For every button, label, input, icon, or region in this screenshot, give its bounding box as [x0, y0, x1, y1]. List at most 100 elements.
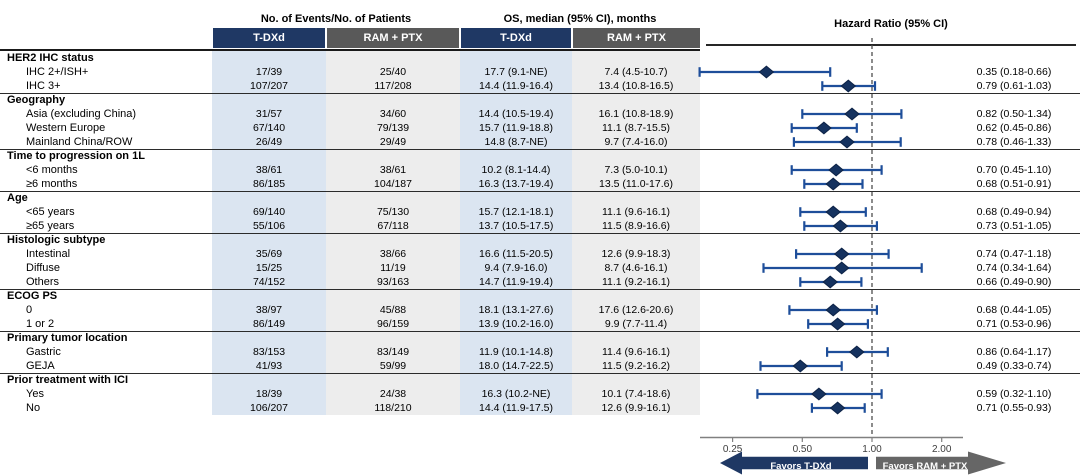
row-label: IHC 2+/ISH+ [26, 66, 89, 78]
cell-events-tdxd: 74/152 [252, 276, 286, 288]
cell-os-ram: 11.4 (9.6-16.1) [601, 346, 671, 358]
cell-os-tdxd: 15.7 (11.9-18.8) [479, 122, 553, 134]
subgroup-header-row: Geography [0, 93, 1080, 107]
cell-events-tdxd: 38/97 [255, 304, 283, 316]
cell-os-ram: 11.5 (9.2-16.2) [601, 360, 671, 372]
cell-hr-text: 0.62 (0.45-0.86) [976, 122, 1052, 134]
cell-os-ram: 11.5 (8.9-16.6) [601, 220, 671, 232]
cell-events-ram: 118/210 [374, 402, 412, 414]
cell-events-ram: 79/139 [376, 122, 410, 134]
cell-events-tdxd: 31/57 [255, 108, 283, 120]
cell-os-tdxd: 15.7 (12.1-18.1) [478, 206, 554, 218]
cell-events-tdxd: 38/61 [255, 164, 283, 176]
row-label: Asia (excluding China) [26, 108, 137, 120]
cell-events-tdxd: 86/149 [252, 318, 286, 330]
row-label: ≥6 months [26, 178, 78, 190]
cell-os-tdxd: 9.4 (7.9-16.0) [484, 262, 548, 274]
row-label: GEJA [26, 360, 55, 372]
cell-os-tdxd: 14.8 (8.7-NE) [484, 136, 548, 148]
subgroup-data-row: Gastric 83/153 83/149 11.9 (10.1-14.8) 11.4 … [0, 345, 1080, 359]
cell-os-ram: 11.1 (9.6-16.1) [601, 206, 671, 218]
subgroup-data-row: 1 or 2 86/149 96/159 13.9 (10.2-16.0) 9.9 (7… [0, 317, 1080, 332]
cell-os-ram: 13.5 (11.0-17.6) [599, 178, 673, 190]
cell-hr-text: 0.66 (0.49-0.90) [976, 276, 1052, 288]
cell-os-ram: 9.9 (7.7-11.4) [604, 318, 668, 330]
subgroup-header-row: HER2 IHC status [0, 51, 1080, 65]
cell-events-tdxd: 69/140 [252, 206, 286, 218]
cell-os-tdxd: 16.3 (10.2-NE) [481, 388, 551, 400]
row-label: ECOG PS [7, 290, 58, 302]
row-label: Geography [7, 94, 66, 106]
hazard-ratio-header-rule [706, 44, 1076, 46]
cell-os-tdxd: 11.9 (10.1-14.8) [479, 346, 553, 358]
cell-hr-text: 0.68 (0.49-0.94) [976, 206, 1052, 218]
cell-os-ram: 11.1 (8.7-15.5) [601, 122, 671, 134]
cell-events-ram: 45/88 [379, 304, 407, 316]
cell-hr-text: 0.78 (0.46-1.33) [976, 136, 1052, 148]
cell-os-ram: 16.1 (10.8-18.9) [598, 108, 674, 120]
row-label: Diffuse [26, 262, 61, 274]
cell-os-ram: 7.4 (4.5-10.7) [604, 66, 668, 78]
row-label: <65 years [26, 206, 75, 218]
cell-events-tdxd: 55/106 [252, 220, 286, 232]
cell-hr-text: 0.82 (0.50-1.34) [976, 108, 1052, 120]
cell-events-ram: 38/61 [379, 164, 407, 176]
row-label: HER2 IHC status [7, 52, 94, 64]
subgroup-data-row: Asia (excluding China) 31/57 34/60 14.4 (10… [0, 107, 1080, 121]
subgroup-data-row: Intestinal 35/69 38/66 16.6 (11.5-20.5) 12.6… [0, 247, 1080, 261]
cell-os-ram: 13.4 (10.8-16.5) [598, 80, 674, 92]
subgroup-header-row: Time to progression on 1L [0, 149, 1080, 163]
subgroup-data-row: No 106/207 118/210 14.4 (11.9-17.5) 12.6 (9.… [0, 401, 1080, 415]
cell-hr-text: 0.70 (0.45-1.10) [976, 164, 1052, 176]
cell-events-tdxd: 86/185 [252, 178, 286, 190]
cell-os-ram: 11.1 (9.2-16.1) [601, 276, 671, 288]
cell-events-tdxd: 67/140 [252, 122, 286, 134]
subgroup-data-row: ≥6 months 86/185 104/187 16.3 (13.7-19.4) 13… [0, 177, 1080, 192]
cell-events-ram: 104/187 [374, 178, 412, 190]
row-label: Histologic subtype [7, 234, 106, 246]
cell-events-ram: 25/40 [379, 66, 407, 78]
row-label: Western Europe [26, 122, 106, 134]
cell-hr-text: 0.79 (0.61-1.03) [976, 80, 1052, 92]
row-label: Mainland China/ROW [26, 136, 133, 148]
cell-events-ram: 93/163 [376, 276, 410, 288]
cell-events-tdxd: 41/93 [255, 360, 283, 372]
cell-events-ram: 38/66 [379, 248, 407, 260]
os-group-header: OS, median (95% CI), months [503, 13, 657, 25]
cell-events-ram: 29/49 [379, 136, 407, 148]
row-label: Yes [26, 388, 44, 400]
cell-os-tdxd: 14.4 (11.9-16.4) [479, 80, 553, 92]
cell-hr-text: 0.73 (0.51-1.05) [976, 220, 1052, 232]
subgroup-header-row: Histologic subtype [0, 233, 1080, 247]
cell-os-tdxd: 16.3 (13.7-19.4) [478, 178, 554, 190]
subgroup-data-row: Diffuse 15/25 11/19 9.4 (7.9-16.0) 8.7 (4.6-… [0, 261, 1080, 275]
cell-hr-text: 0.59 (0.32-1.10) [976, 388, 1052, 400]
row-label: Gastric [26, 346, 61, 358]
cell-os-ram: 12.6 (9.9-16.1) [601, 402, 671, 414]
cell-events-ram: 117/208 [374, 80, 412, 92]
events-group-header: No. of Events/No. of Patients [260, 13, 412, 25]
cell-events-tdxd: 15/25 [255, 262, 283, 274]
cell-events-ram: 96/159 [376, 318, 410, 330]
cell-os-tdxd: 17.7 (9.1-NE) [484, 66, 548, 78]
cell-os-tdxd: 14.4 (11.9-17.5) [479, 402, 553, 414]
table-header-rule [0, 48, 700, 51]
cell-os-tdxd: 18.0 (14.7-22.5) [478, 360, 554, 372]
cell-os-tdxd: 13.9 (10.2-16.0) [478, 318, 554, 330]
subgroup-data-row: Mainland China/ROW 26/49 29/49 14.8 (8.7-NE… [0, 135, 1080, 150]
ram-events-column-header: RAM + PTX [327, 28, 459, 48]
cell-os-ram: 7.3 (5.0-10.1) [604, 164, 668, 176]
row-label: Time to progression on 1L [7, 150, 145, 162]
cell-os-ram: 12.6 (9.9-18.3) [601, 248, 671, 260]
subgroup-header-row: Age [0, 191, 1080, 205]
row-label: No [26, 402, 41, 414]
subgroup-data-row: <6 months 38/61 38/61 10.2 (8.1-14.4) 7.3 (5… [0, 163, 1080, 177]
cell-events-tdxd: 26/49 [255, 136, 283, 148]
cell-os-tdxd: 14.4 (10.5-19.4) [478, 108, 554, 120]
tdxd-events-column-header: T-DXd [213, 28, 325, 48]
row-label: Others [26, 276, 60, 288]
cell-hr-text: 0.68 (0.51-0.91) [976, 178, 1052, 190]
cell-events-ram: 75/130 [376, 206, 410, 218]
